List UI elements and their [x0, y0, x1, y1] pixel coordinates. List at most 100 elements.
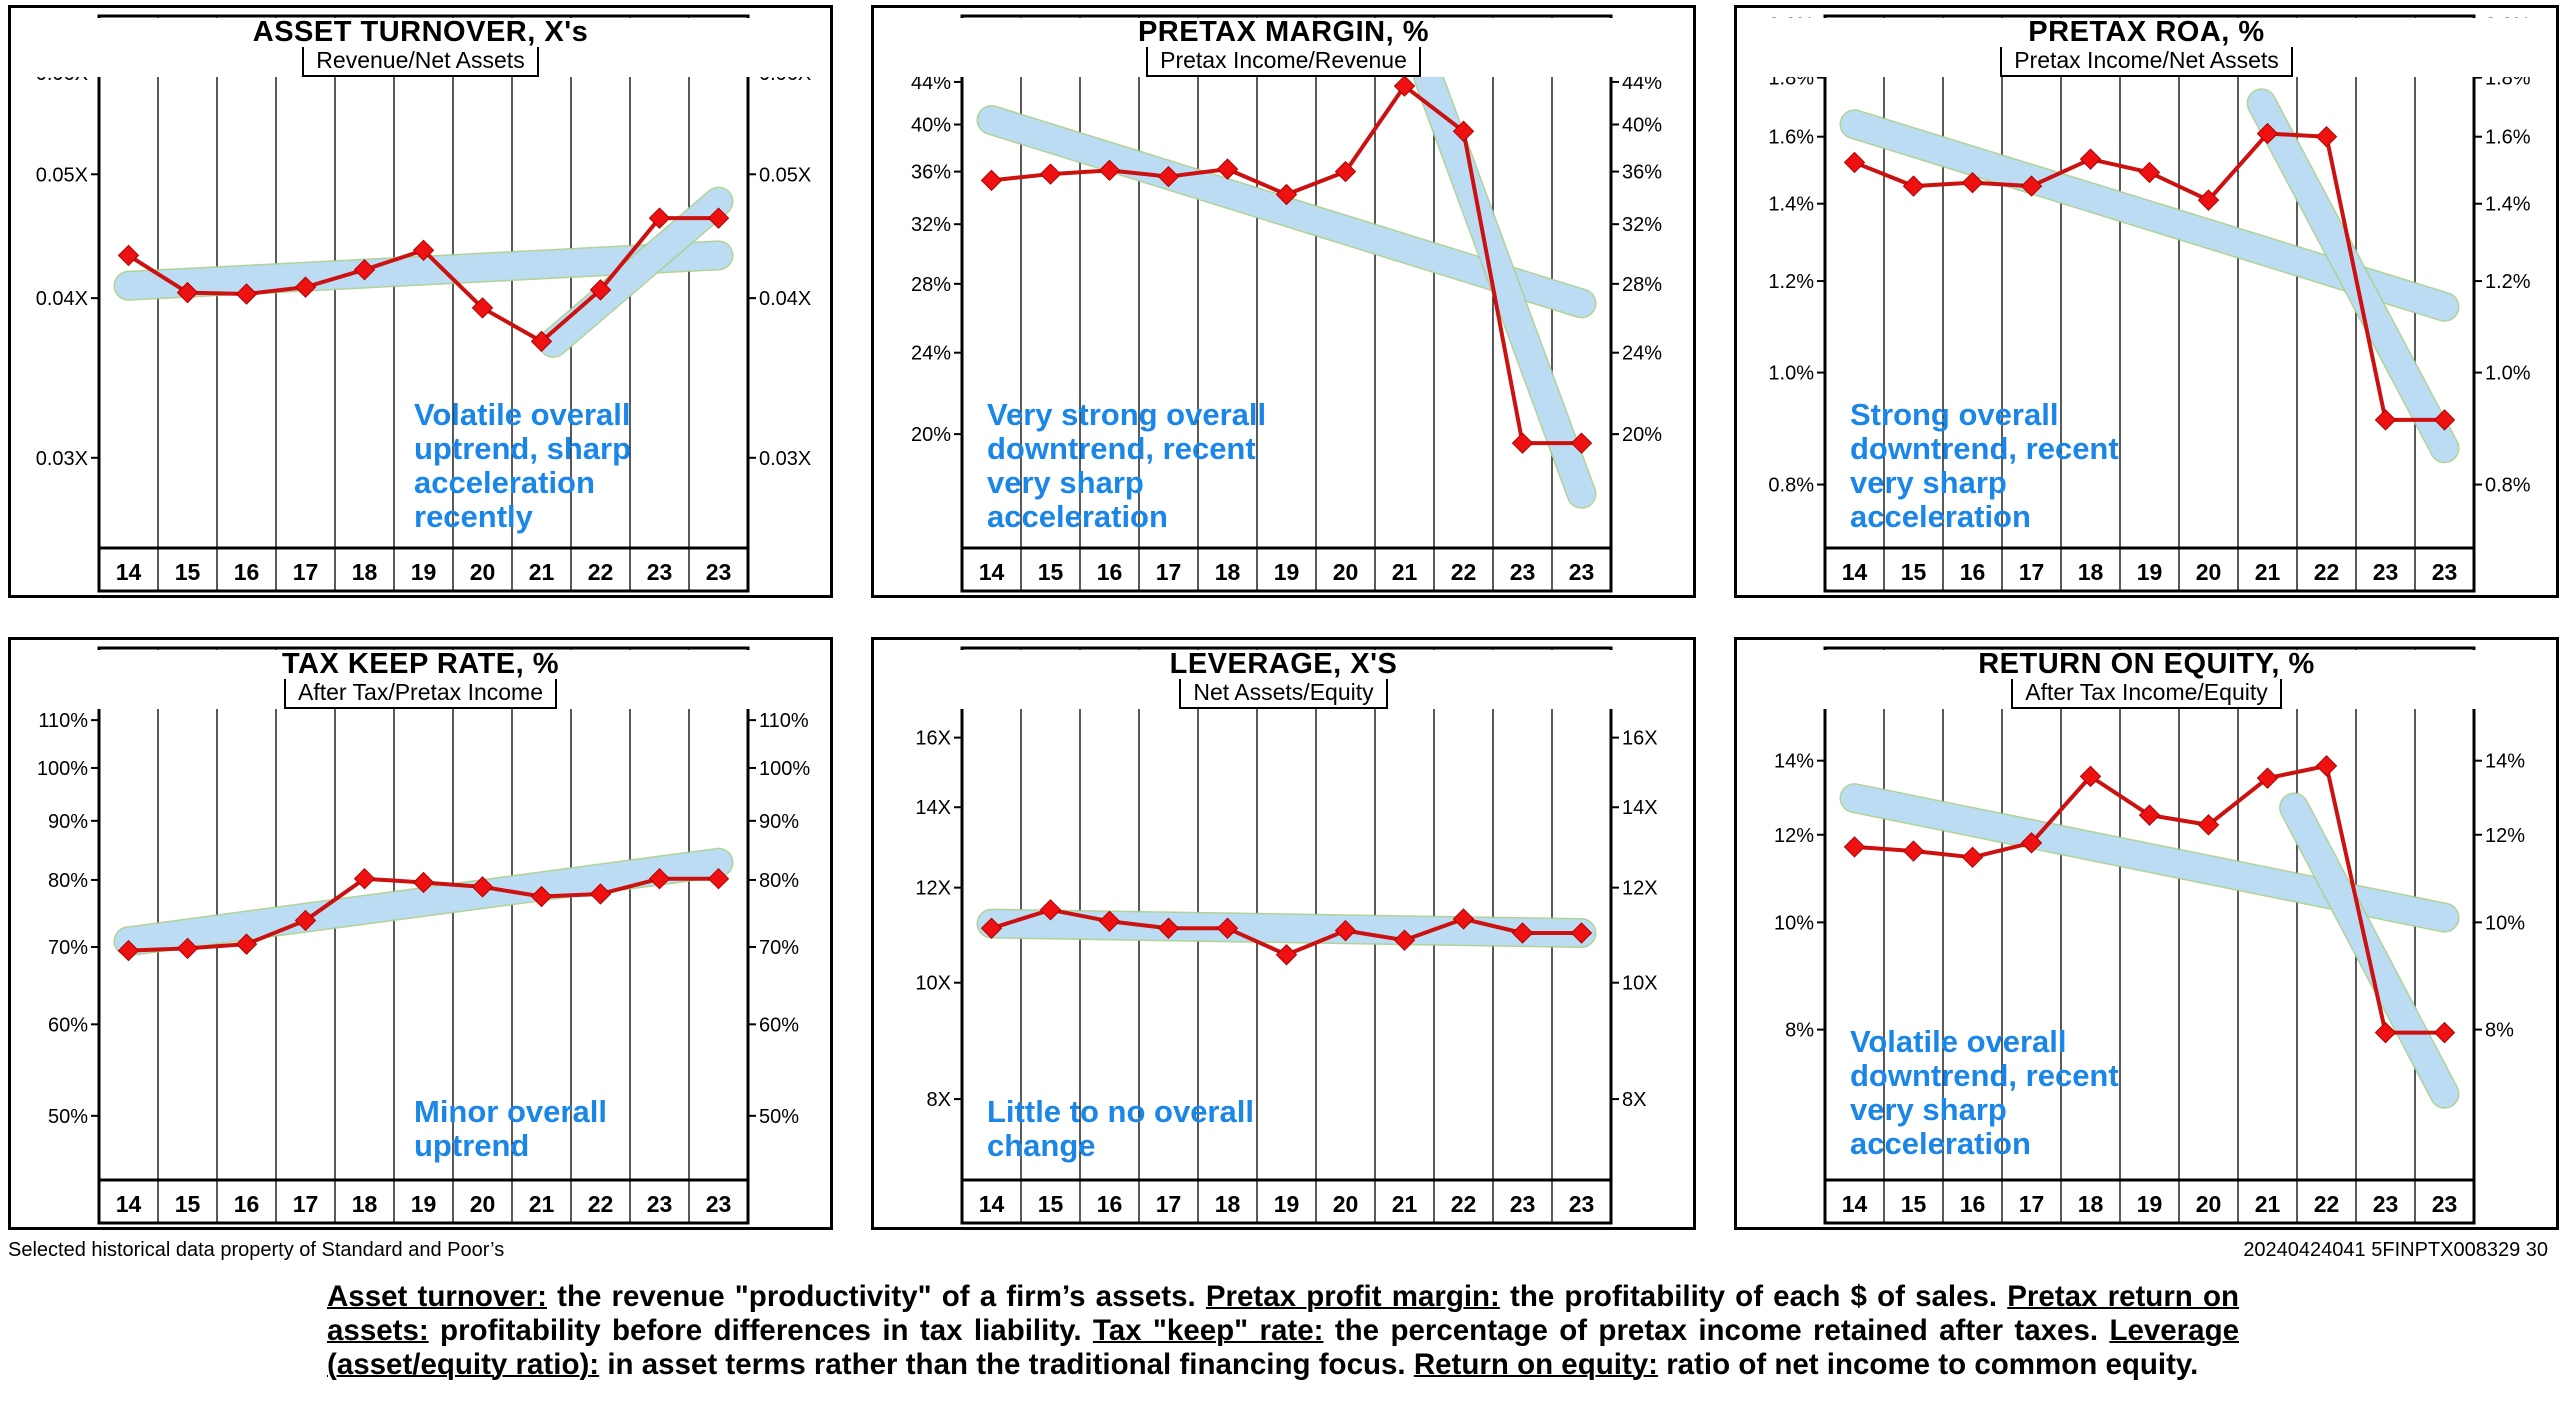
chart-svg-tax-keep-rate: 50% 50% 60% 60% 70% 70% 80% 80% 90% 90% 100% 100% 11… — [37, 646, 810, 1225]
x-tick-label: 15 — [1901, 559, 1927, 585]
x-tick-label: 20 — [1333, 1191, 1359, 1217]
data-point-marker — [294, 276, 317, 298]
x-tick-label: 23 — [2373, 1191, 2399, 1217]
data-point-marker — [980, 917, 1003, 939]
x-tick-label: 17 — [2019, 1191, 2045, 1217]
data-point-marker — [1843, 151, 1866, 174]
x-tick-label: 21 — [1392, 559, 1418, 585]
x-tick-label: 23 — [706, 1191, 732, 1217]
chart-panel-pretax-roa: 0.8% 0.8% 1.0% 1.0% 1.2% 1.2% 1.4% 1.4% 1.6% 1.6%… — [1734, 5, 2559, 598]
data-point-marker — [1961, 846, 1984, 869]
data-point-marker — [117, 244, 140, 267]
x-tick-label: 19 — [2137, 559, 2163, 585]
data-point-marker — [530, 885, 553, 908]
x-tick-label: 15 — [1038, 559, 1064, 585]
plot-frame — [1823, 646, 2476, 1225]
data-point-marker — [648, 207, 671, 229]
def-pretax-roa: profitability before differences in tax … — [428, 1314, 1093, 1347]
y-tick-label-left: 10% — [1774, 912, 1814, 934]
data-point-marker — [1039, 899, 1062, 921]
y-tick-label-right: 8% — [2485, 1020, 2514, 1042]
y-tick-label-right: 100% — [759, 758, 810, 780]
x-tick-label: 14 — [979, 559, 1005, 585]
y-tick-label-right: 110% — [759, 710, 809, 732]
chart-svg-leverage: 8X8X10X10X12X12X14X14X16X16X18X18X141516… — [915, 646, 1658, 1225]
data-point-marker — [235, 283, 258, 305]
data-point-marker — [412, 239, 435, 262]
data-point-marker — [353, 867, 376, 890]
data-point-marker — [176, 281, 199, 304]
chart-comment: Volatile overall uptrend, sharp accelera… — [414, 397, 632, 534]
term-tax-keep-rate: Tax "keep" rate: — [1092, 1314, 1324, 1347]
x-tick-label: 19 — [2137, 1191, 2163, 1217]
x-tick-label: 21 — [529, 1191, 555, 1217]
y-tick-label-left: 16X — [915, 728, 951, 750]
y-tick-label-left: 32% — [911, 214, 951, 236]
data-point-marker — [1511, 922, 1534, 944]
plot-frame — [960, 14, 1613, 593]
x-tick-label: 22 — [588, 559, 614, 585]
y-tick-label-right: 10% — [2485, 912, 2525, 934]
y-tick-label-left: 1.4% — [1768, 194, 1814, 216]
x-tick-label: 18 — [2078, 1191, 2104, 1217]
def-leverage: in asset terms rather than the tradition… — [599, 1348, 1414, 1381]
y-tick-label-right: 1.2% — [2485, 271, 2531, 293]
y-tick-label-right: 12% — [2485, 825, 2525, 847]
x-tick-label: 21 — [2255, 559, 2281, 585]
y-tick-label-left: 1.2% — [1768, 271, 1814, 293]
def-roe: ratio of net income to common equity. — [1658, 1348, 2199, 1381]
y-tick-label-right: 14X — [1622, 797, 1658, 819]
data-point-marker — [980, 169, 1003, 192]
y-tick-label-left: 0.03X — [36, 448, 88, 470]
term-asset-turnover: Asset turnover: — [327, 1280, 547, 1313]
y-tick-label-left: 8X — [927, 1089, 951, 1111]
chart-title: ASSET TURNOVER, X's — [252, 16, 589, 48]
x-tick-label: 15 — [1038, 1191, 1064, 1217]
x-tick-label: 23 — [2432, 1191, 2458, 1217]
chart-subtitle: Net Assets/Equity — [1179, 679, 1388, 709]
trend-band — [115, 241, 732, 300]
x-tick-label: 18 — [352, 559, 378, 585]
grid-lines — [1817, 648, 2482, 1223]
x-tick-label: 19 — [411, 1191, 437, 1217]
y-tick-label-right: 70% — [759, 937, 799, 959]
y-tick-label-right: 32% — [1622, 214, 1662, 236]
y-tick-label-right: 28% — [1622, 274, 1662, 296]
y-tick-label-right: 0.04X — [759, 288, 811, 310]
x-tick-label: 23 — [2373, 559, 2399, 585]
y-tick-label-right: 60% — [759, 1014, 799, 1036]
data-point-marker — [2374, 409, 2397, 431]
y-tick-label-right: 90% — [759, 811, 799, 833]
chart-subtitle: Pretax Income/Net Assets — [2000, 47, 2293, 77]
x-tick-label: 21 — [529, 559, 555, 585]
chart-title-box: ASSET TURNOVER, X's Revenue/Net Assets — [11, 18, 830, 77]
x-tick-label: 20 — [1333, 559, 1359, 585]
plot-frame — [97, 646, 750, 1225]
chart-svg-pretax-roa: 0.8% 0.8% 1.0% 1.0% 1.2% 1.2% 1.4% 1.4% 1.6% 1.6%… — [1768, 14, 2531, 593]
x-tick-label: 18 — [352, 1191, 378, 1217]
chart-subtitle: Revenue/Net Assets — [302, 47, 539, 77]
data-point-marker — [235, 933, 258, 955]
chart-subtitle: Pretax Income/Revenue — [1146, 47, 1421, 77]
data-point-marker — [1452, 908, 1475, 930]
data-point-marker — [1902, 175, 1925, 197]
data-point-marker — [707, 207, 730, 229]
y-tick-label-left: 40% — [911, 115, 951, 137]
y-tick-label-left: 70% — [48, 937, 88, 959]
data-point-marker — [2138, 161, 2161, 184]
y-tick-label-right: 1.4% — [2485, 194, 2531, 216]
y-tick-label-left: 12X — [915, 878, 951, 900]
x-tick-label: 16 — [1097, 1191, 1123, 1217]
x-tick-label: 15 — [175, 1191, 201, 1217]
x-tick-label: 23 — [1510, 1191, 1536, 1217]
def-asset-turnover: the revenue "productivity" of a firm’s a… — [546, 1280, 1206, 1313]
data-point-marker — [1216, 158, 1239, 180]
data-point-marker — [2020, 175, 2043, 197]
x-tick-label: 23 — [647, 1191, 673, 1217]
y-tick-label-right: 50% — [759, 1106, 799, 1128]
plot-frame — [960, 646, 1613, 1225]
y-tick-label-left: 0.05X — [36, 164, 88, 186]
x-tick-label: 23 — [1569, 1191, 1595, 1217]
x-tick-label: 22 — [588, 1191, 614, 1217]
chart-comment: Strong overall downtrend, recent very sh… — [1850, 397, 2119, 534]
